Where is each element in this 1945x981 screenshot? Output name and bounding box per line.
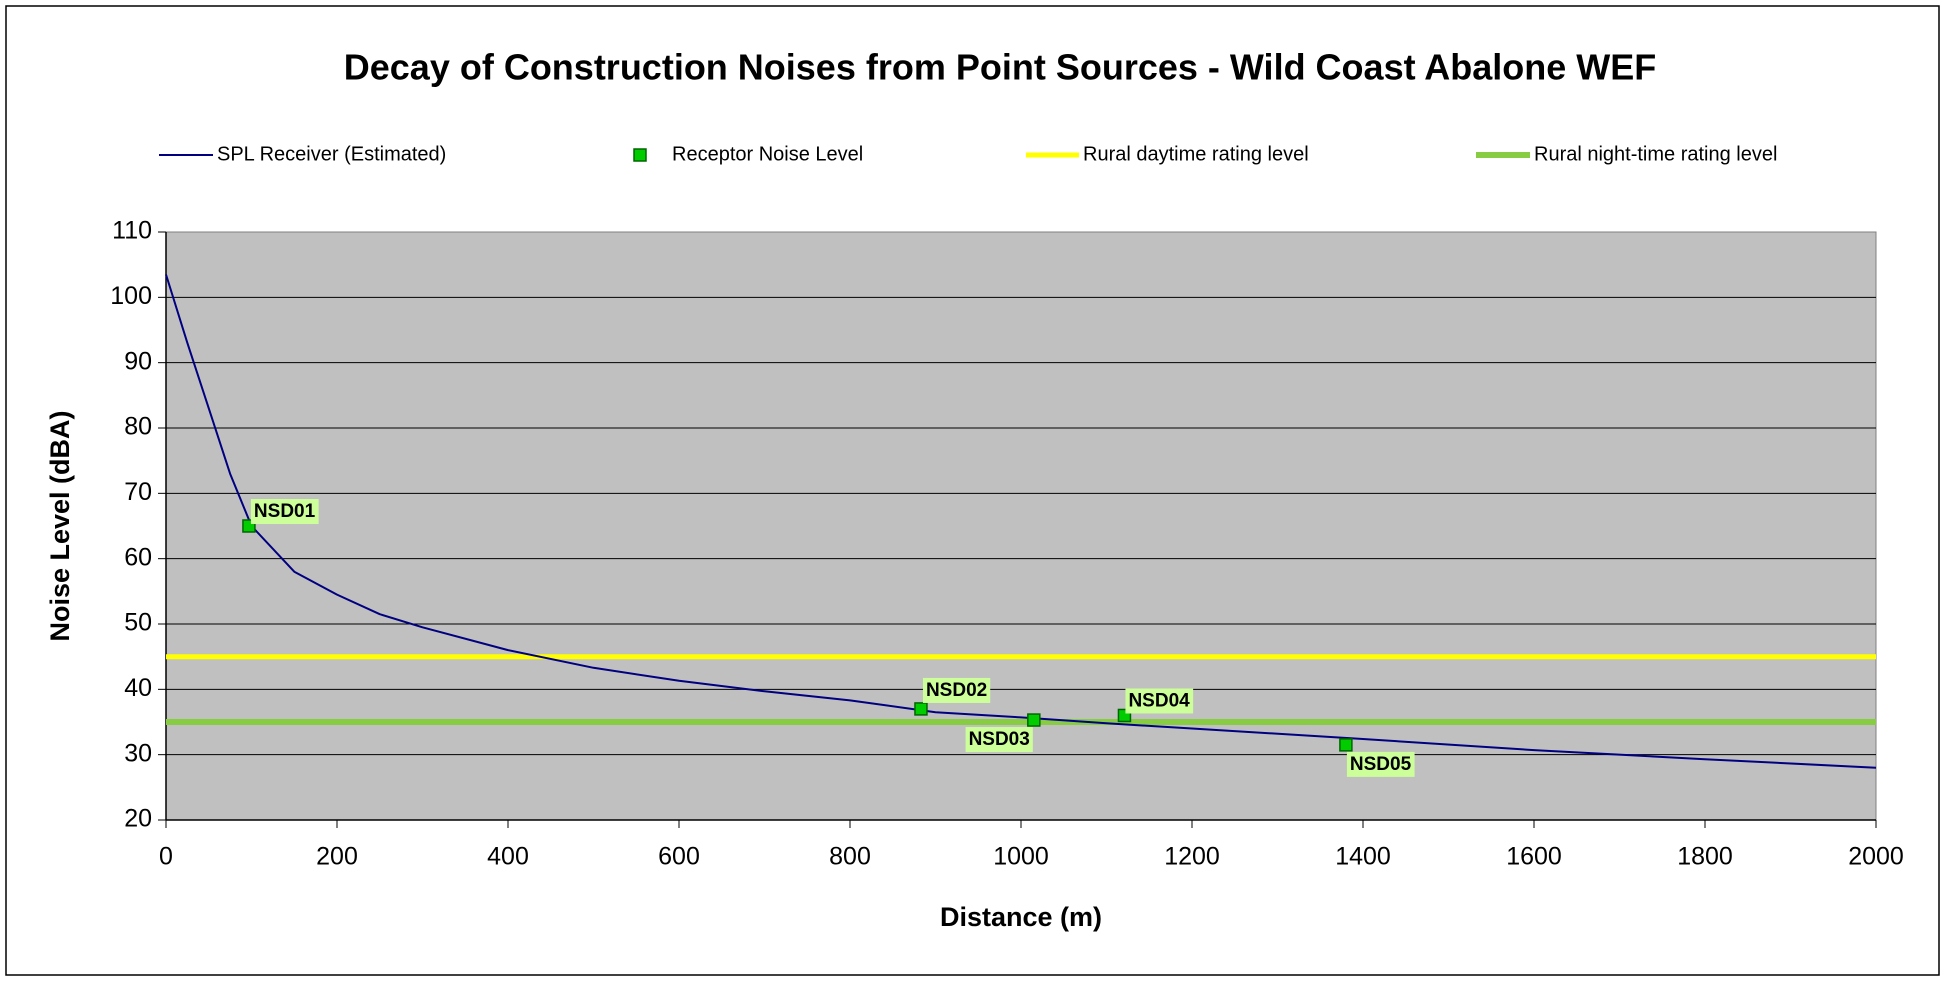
point-label: NSD04	[1128, 690, 1190, 711]
x-tick-label: 400	[487, 843, 529, 871]
y-axis-label: Noise Level (dBA)	[45, 410, 75, 641]
legend-label: SPL Receiver (Estimated)	[217, 143, 446, 165]
y-tick-label: 70	[124, 478, 152, 506]
legend-marker	[633, 148, 647, 162]
x-tick-label: 0	[159, 843, 173, 871]
legend-label: Receptor Noise Level	[672, 143, 863, 165]
x-tick-label: 2000	[1848, 843, 1904, 871]
point-label-bg	[965, 727, 1033, 753]
y-tick-label: 80	[124, 413, 152, 441]
y-tick-label: 50	[124, 609, 152, 637]
x-tick-label: 1000	[993, 843, 1049, 871]
y-tick-label: 60	[124, 543, 152, 571]
receptor-point	[1027, 713, 1041, 727]
point-label: NSD05	[1350, 754, 1412, 775]
point-label: NSD01	[254, 501, 316, 522]
point-label: NSD02	[926, 680, 987, 701]
y-tick-label: 110	[112, 217, 152, 245]
y-tick-label: 30	[124, 739, 152, 767]
legend-label: Rural daytime rating level	[1083, 143, 1309, 165]
point-label: NSD03	[969, 729, 1030, 750]
x-tick-label: 200	[316, 843, 358, 871]
receptor-point	[914, 702, 928, 716]
y-tick-label: 100	[110, 282, 152, 310]
legend-label: Rural night-time rating level	[1534, 143, 1777, 165]
y-tick-label: 20	[124, 805, 152, 833]
x-tick-label: 1800	[1677, 843, 1733, 871]
x-tick-label: 600	[658, 843, 700, 871]
x-tick-label: 1200	[1164, 843, 1220, 871]
chart-title: Decay of Construction Noises from Point …	[344, 47, 1657, 88]
x-tick-label: 800	[829, 843, 871, 871]
point-label-bg	[1125, 688, 1194, 714]
x-tick-label: 1600	[1506, 843, 1562, 871]
y-tick-label: 90	[124, 347, 152, 375]
series-line	[165, 274, 1877, 769]
point-label-bg	[250, 499, 319, 525]
x-tick-label: 1400	[1335, 843, 1391, 871]
receptor-point	[1339, 738, 1353, 752]
y-tick-label: 40	[124, 674, 152, 702]
point-label-bg	[922, 677, 991, 703]
point-label-bg	[1346, 751, 1415, 777]
x-axis-label: Distance (m)	[940, 902, 1102, 932]
